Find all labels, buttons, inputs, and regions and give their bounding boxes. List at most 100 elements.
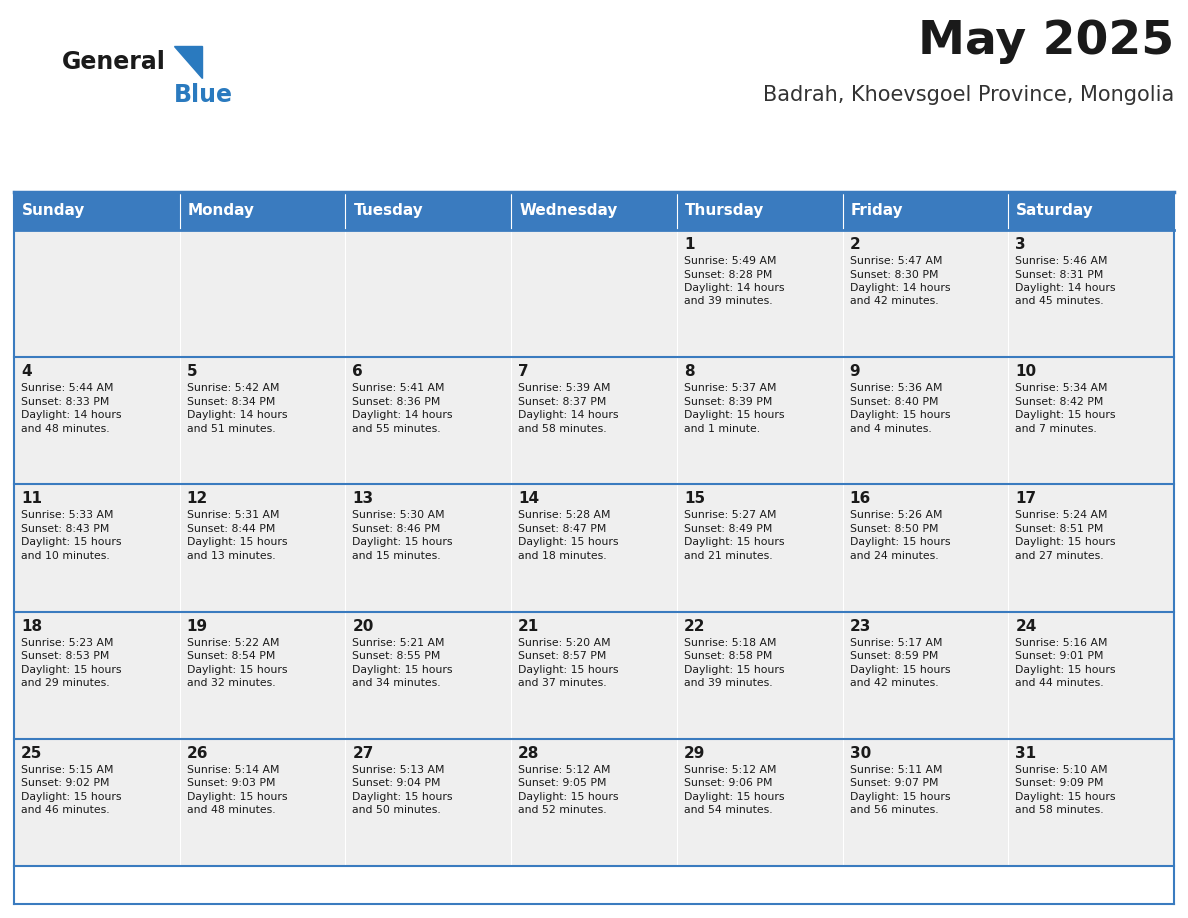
Text: Sunrise: 5:15 AM: Sunrise: 5:15 AM xyxy=(21,765,114,775)
Bar xyxy=(842,485,1009,611)
Text: and 48 minutes.: and 48 minutes. xyxy=(187,805,276,815)
Text: Daylight: 15 hours: Daylight: 15 hours xyxy=(849,537,950,547)
Text: Saturday: Saturday xyxy=(1016,204,1094,218)
Text: 16: 16 xyxy=(849,491,871,507)
Text: Sunrise: 5:36 AM: Sunrise: 5:36 AM xyxy=(849,383,942,393)
Text: 6: 6 xyxy=(353,364,364,379)
Text: 8: 8 xyxy=(684,364,695,379)
Text: and 46 minutes.: and 46 minutes. xyxy=(21,805,109,815)
Text: Sunrise: 5:49 AM: Sunrise: 5:49 AM xyxy=(684,256,776,266)
Text: and 37 minutes.: and 37 minutes. xyxy=(518,678,607,688)
Text: Sunset: 8:39 PM: Sunset: 8:39 PM xyxy=(684,397,772,407)
Text: Sunset: 8:37 PM: Sunset: 8:37 PM xyxy=(518,397,607,407)
Text: Friday: Friday xyxy=(851,204,903,218)
Text: 28: 28 xyxy=(518,745,539,761)
Text: and 15 minutes.: and 15 minutes. xyxy=(353,551,441,561)
Text: Sunrise: 5:10 AM: Sunrise: 5:10 AM xyxy=(1016,765,1108,775)
Text: Sunrise: 5:27 AM: Sunrise: 5:27 AM xyxy=(684,510,776,521)
Text: Sunrise: 5:17 AM: Sunrise: 5:17 AM xyxy=(849,638,942,647)
Text: and 58 minutes.: and 58 minutes. xyxy=(1016,805,1104,815)
Text: Daylight: 15 hours: Daylight: 15 hours xyxy=(1016,792,1116,801)
Text: Daylight: 14 hours: Daylight: 14 hours xyxy=(849,283,950,293)
Text: Sunset: 9:06 PM: Sunset: 9:06 PM xyxy=(684,778,772,789)
Bar xyxy=(677,230,842,357)
Text: Sunrise: 5:39 AM: Sunrise: 5:39 AM xyxy=(518,383,611,393)
Text: 29: 29 xyxy=(684,745,706,761)
Text: Sunrise: 5:24 AM: Sunrise: 5:24 AM xyxy=(1016,510,1107,521)
Text: Sunset: 8:50 PM: Sunset: 8:50 PM xyxy=(849,524,939,534)
Bar xyxy=(1009,611,1174,739)
Bar xyxy=(179,739,346,866)
Text: Daylight: 14 hours: Daylight: 14 hours xyxy=(684,283,784,293)
Bar xyxy=(1009,739,1174,866)
Text: Sunrise: 5:37 AM: Sunrise: 5:37 AM xyxy=(684,383,776,393)
Bar xyxy=(511,357,677,485)
Text: Daylight: 15 hours: Daylight: 15 hours xyxy=(684,410,784,420)
Text: Sunset: 9:07 PM: Sunset: 9:07 PM xyxy=(849,778,939,789)
Text: Daylight: 15 hours: Daylight: 15 hours xyxy=(21,792,121,801)
Text: Daylight: 15 hours: Daylight: 15 hours xyxy=(849,665,950,675)
Text: Daylight: 15 hours: Daylight: 15 hours xyxy=(187,537,287,547)
Text: Tuesday: Tuesday xyxy=(353,204,423,218)
Text: Sunrise: 5:31 AM: Sunrise: 5:31 AM xyxy=(187,510,279,521)
Text: Sunset: 8:44 PM: Sunset: 8:44 PM xyxy=(187,524,276,534)
Text: 26: 26 xyxy=(187,745,208,761)
Bar xyxy=(511,192,677,230)
Text: Daylight: 15 hours: Daylight: 15 hours xyxy=(849,792,950,801)
Text: and 29 minutes.: and 29 minutes. xyxy=(21,678,109,688)
Text: Sunset: 8:36 PM: Sunset: 8:36 PM xyxy=(353,397,441,407)
Text: Daylight: 15 hours: Daylight: 15 hours xyxy=(353,792,453,801)
Bar xyxy=(511,611,677,739)
Text: Sunrise: 5:30 AM: Sunrise: 5:30 AM xyxy=(353,510,446,521)
Text: 24: 24 xyxy=(1016,619,1037,633)
Text: Daylight: 15 hours: Daylight: 15 hours xyxy=(1016,410,1116,420)
Bar xyxy=(179,485,346,611)
Text: 11: 11 xyxy=(21,491,42,507)
Text: and 54 minutes.: and 54 minutes. xyxy=(684,805,772,815)
Text: Sunrise: 5:13 AM: Sunrise: 5:13 AM xyxy=(353,765,446,775)
Text: Sunset: 8:59 PM: Sunset: 8:59 PM xyxy=(849,651,939,661)
Text: and 13 minutes.: and 13 minutes. xyxy=(187,551,276,561)
Text: Sunset: 8:49 PM: Sunset: 8:49 PM xyxy=(684,524,772,534)
Text: Daylight: 15 hours: Daylight: 15 hours xyxy=(1016,665,1116,675)
Bar xyxy=(346,611,511,739)
Text: Sunrise: 5:12 AM: Sunrise: 5:12 AM xyxy=(684,765,776,775)
Text: 18: 18 xyxy=(21,619,42,633)
Text: Sunrise: 5:11 AM: Sunrise: 5:11 AM xyxy=(849,765,942,775)
Text: and 24 minutes.: and 24 minutes. xyxy=(849,551,939,561)
Text: Sunset: 8:42 PM: Sunset: 8:42 PM xyxy=(1016,397,1104,407)
Text: and 1 minute.: and 1 minute. xyxy=(684,424,760,433)
Text: 7: 7 xyxy=(518,364,529,379)
Text: and 56 minutes.: and 56 minutes. xyxy=(849,805,939,815)
Bar xyxy=(346,192,511,230)
Text: and 42 minutes.: and 42 minutes. xyxy=(849,297,939,307)
Text: Daylight: 15 hours: Daylight: 15 hours xyxy=(684,537,784,547)
Bar xyxy=(346,357,511,485)
Text: Sunset: 8:47 PM: Sunset: 8:47 PM xyxy=(518,524,607,534)
Text: 4: 4 xyxy=(21,364,32,379)
Bar xyxy=(179,357,346,485)
Text: May 2025: May 2025 xyxy=(918,19,1174,64)
Text: Daylight: 14 hours: Daylight: 14 hours xyxy=(187,410,287,420)
Text: and 58 minutes.: and 58 minutes. xyxy=(518,424,607,433)
Text: Thursday: Thursday xyxy=(684,204,764,218)
Bar xyxy=(1009,230,1174,357)
Text: Sunset: 8:55 PM: Sunset: 8:55 PM xyxy=(353,651,441,661)
Text: Daylight: 14 hours: Daylight: 14 hours xyxy=(353,410,453,420)
Text: and 48 minutes.: and 48 minutes. xyxy=(21,424,109,433)
Text: General: General xyxy=(62,50,166,74)
Bar xyxy=(677,739,842,866)
Bar xyxy=(677,357,842,485)
Text: Sunset: 8:58 PM: Sunset: 8:58 PM xyxy=(684,651,772,661)
Text: Daylight: 15 hours: Daylight: 15 hours xyxy=(684,792,784,801)
Text: Sunrise: 5:33 AM: Sunrise: 5:33 AM xyxy=(21,510,114,521)
Text: Daylight: 15 hours: Daylight: 15 hours xyxy=(518,665,619,675)
Text: Daylight: 15 hours: Daylight: 15 hours xyxy=(849,410,950,420)
Text: and 21 minutes.: and 21 minutes. xyxy=(684,551,772,561)
Bar xyxy=(14,485,179,611)
Text: 23: 23 xyxy=(849,619,871,633)
Text: and 39 minutes.: and 39 minutes. xyxy=(684,297,772,307)
Text: Sunset: 8:31 PM: Sunset: 8:31 PM xyxy=(1016,270,1104,279)
Text: and 27 minutes.: and 27 minutes. xyxy=(1016,551,1104,561)
Text: and 50 minutes.: and 50 minutes. xyxy=(353,805,441,815)
